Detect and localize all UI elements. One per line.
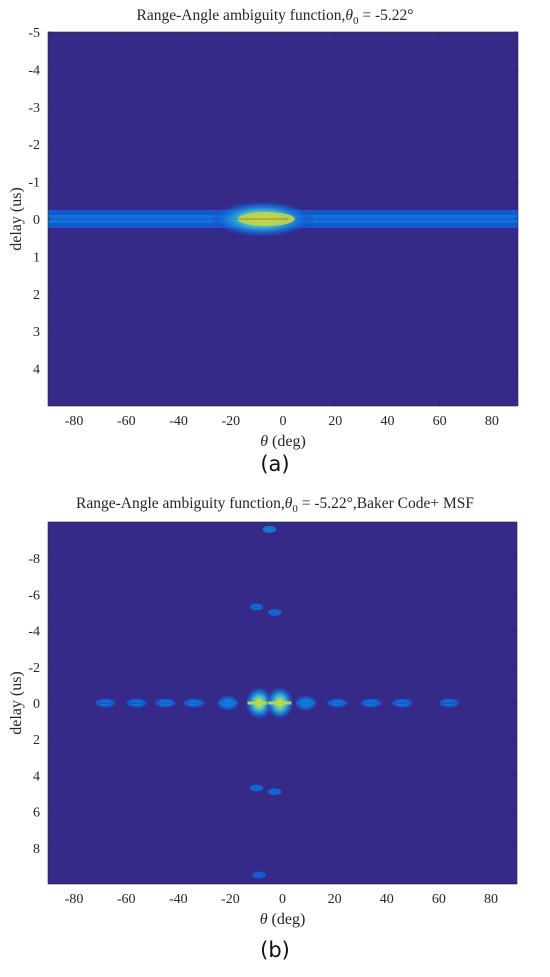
chart1-y-tick-label-6: 4	[33, 769, 40, 784]
heatmap-chart-b: Range-Angle ambiguity function,θ0 = -5.2…	[8, 495, 518, 928]
chart1-title: Range-Angle ambiguity function,θ0 = -5.2…	[76, 495, 474, 515]
chart0-y-tick-label-8: 3	[33, 325, 40, 340]
chart0-x-tick-label-5: 20	[328, 414, 342, 429]
chart1-y-tick-label-1: -6	[28, 588, 40, 603]
chart1-heat-layer	[93, 525, 461, 879]
chart1-x-tick-label-6: 40	[380, 892, 394, 907]
chart1-y-tick-label-4: 0	[33, 697, 40, 712]
chart0-y-tick-label-1: -4	[28, 63, 40, 78]
chart1-y-tick-label-5: 2	[33, 733, 40, 748]
chart1-spot-16	[267, 788, 282, 796]
chart0-y-tick-label-4: -1	[28, 176, 40, 191]
chart1-spot-14	[267, 609, 282, 616]
caption-a: (a)	[260, 452, 290, 476]
chart1-spot-12	[262, 525, 277, 533]
chart0-x-tick-label-6: 40	[380, 414, 394, 429]
chart1-x-tick-label-8: 80	[484, 892, 498, 907]
chart0-x-tick-label-7: 60	[433, 414, 447, 429]
chart0-y-tick-label-9: 4	[33, 363, 40, 378]
chart1-x-tick-label-3: -20	[221, 892, 240, 907]
chart0-y-tick-label-2: -3	[28, 101, 40, 116]
chart1-spot-17	[252, 871, 266, 879]
chart1-y-tick-label-0: -8	[28, 552, 40, 567]
chart0-heat-layer	[48, 200, 518, 238]
chart0-x-tick-label-1: -60	[117, 414, 136, 429]
chart1-x-tick-label-0: -80	[65, 892, 84, 907]
chart1-x-tick-label-7: 60	[432, 892, 446, 907]
chart0-x-label: θ (deg)	[260, 433, 306, 450]
chart1-x-tick-label-1: -60	[117, 892, 136, 907]
chart1-y-tick-label-7: 6	[33, 806, 40, 821]
chart1-x-tick-label-4: 0	[279, 892, 286, 907]
chart0-x-tick-label-4: 0	[280, 414, 287, 429]
chart0-x-tick-label-8: 80	[485, 414, 499, 429]
chart1-spot-15	[249, 784, 264, 792]
panel-a: Range-Angle ambiguity function,θ0 = -5.2…	[0, 0, 550, 486]
chart1-x-tick-label-2: -40	[169, 892, 188, 907]
chart0-x-tick-label-3: -20	[221, 414, 240, 429]
chart1-y-label: delay (us)	[8, 671, 25, 735]
chart0-title: Range-Angle ambiguity function,θ0 = -5.2…	[137, 7, 414, 27]
chart0-y-label: delay (us)	[8, 187, 25, 251]
chart1-y-tick-label-2: -4	[28, 625, 40, 640]
caption-b: (b)	[260, 938, 290, 962]
chart0-y-tick-label-6: 1	[33, 250, 40, 265]
chart1-spot-13	[249, 603, 264, 611]
chart1-x-tick-label-5: 20	[328, 892, 342, 907]
chart0-y-tick-label-7: 2	[33, 288, 40, 303]
chart1-x-label: θ (deg)	[260, 911, 306, 928]
chart1-y-tick-label-3: -2	[28, 661, 40, 676]
chart1-y-tick-label-8: 8	[33, 842, 40, 857]
chart0-y-tick-label-5: 0	[33, 213, 40, 228]
panel-b: Range-Angle ambiguity function,θ0 = -5.2…	[0, 486, 550, 972]
chart0-y-tick-label-0: -5	[28, 26, 40, 41]
chart0-x-tick-label-2: -40	[169, 414, 188, 429]
chart0-y-tick-label-3: -2	[28, 138, 40, 153]
chart0-x-tick-label-0: -80	[65, 414, 84, 429]
heatmap-chart-a: Range-Angle ambiguity function,θ0 = -5.2…	[8, 7, 519, 450]
